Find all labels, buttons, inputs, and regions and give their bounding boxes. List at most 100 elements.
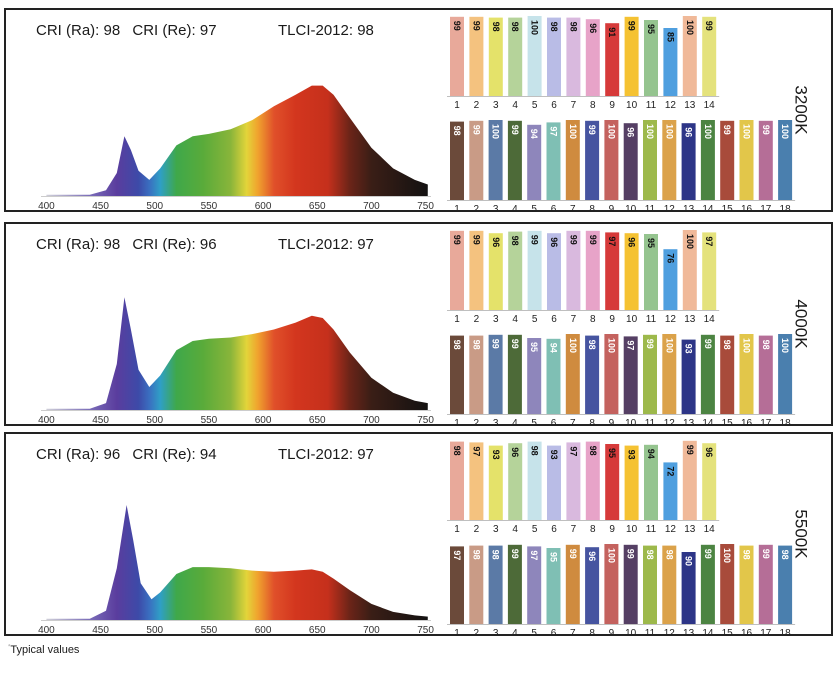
bar-15 <box>720 335 735 414</box>
bar-value-label: 100 <box>606 338 616 353</box>
te-bars: 99 1 99 2 96 3 98 4 99 5 96 6 99 7 99 8 97 9 96 10 95 11 76 12 1… <box>447 230 720 325</box>
bar-10 <box>624 233 639 310</box>
bar-category-label: 5 <box>531 628 537 638</box>
bar-5 <box>527 441 542 520</box>
bar-value-label: 100 <box>491 124 501 139</box>
bar-1 <box>450 335 464 414</box>
bar-value-label: 98 <box>722 340 732 350</box>
bar-1 <box>450 121 464 200</box>
x-tick-label: 450 <box>92 201 109 210</box>
bar-value-label: 100 <box>780 124 790 139</box>
bar-10 <box>623 544 638 624</box>
bar-value-label: 97 <box>568 446 578 456</box>
bar-value-label: 99 <box>761 125 771 135</box>
bar-category-label: 11 <box>645 418 656 428</box>
bar-9 <box>604 544 619 624</box>
bar-value-label: 93 <box>549 450 559 460</box>
bar-2 <box>469 16 484 96</box>
bar-value-label: 96 <box>627 237 637 247</box>
bar-value-label: 100 <box>780 338 790 353</box>
bar-value-label: 97 <box>471 446 481 456</box>
bar-11 <box>643 120 657 200</box>
bar-6 <box>547 17 561 97</box>
bar-value-label: 99 <box>568 549 578 559</box>
bar-value-label: 100 <box>664 338 674 353</box>
bar-10 <box>623 123 638 200</box>
bar-13 <box>682 440 697 520</box>
bar-value-label: 91 <box>607 27 617 37</box>
bar-8 <box>585 19 600 97</box>
bar-category-label: 16 <box>741 628 753 638</box>
bar-14 <box>700 334 715 414</box>
bar-category-label: 15 <box>722 204 734 214</box>
bar-category-label: 9 <box>609 100 615 111</box>
bar-17 <box>758 120 773 200</box>
bar-value-label: 98 <box>510 236 520 246</box>
bar-value-label: 99 <box>510 339 520 349</box>
bar-value-label: 96 <box>587 551 597 561</box>
bar-category-label: 18 <box>780 204 792 214</box>
bar-category-label: 12 <box>665 314 677 325</box>
bar-value-label: 95 <box>607 448 617 458</box>
bar-category-label: 5 <box>532 524 538 535</box>
bar-12 <box>663 28 678 96</box>
x-tick-label: 650 <box>309 201 326 210</box>
bar-category-label: 12 <box>664 418 676 428</box>
bar-category-label: 3 <box>493 100 499 111</box>
bar-14 <box>700 120 715 200</box>
spectrum-area <box>46 297 428 410</box>
bar-4 <box>508 231 523 310</box>
bar-value-label: 98 <box>471 550 481 560</box>
x-tick-label: 550 <box>201 415 218 424</box>
tlci-label: TLCI-2012: 97 <box>278 446 374 463</box>
bar-value-label: 96 <box>549 237 559 247</box>
bar-category-label: 13 <box>684 314 696 325</box>
bar-value-label: 94 <box>529 129 539 139</box>
bar-category-label: 10 <box>626 100 638 111</box>
bar-category-label: 8 <box>590 314 596 325</box>
bar-category-label: 8 <box>590 100 596 111</box>
cri-metrics: CRI (Ra): 98 CRI (Re): 96 <box>36 236 225 253</box>
bar-10 <box>624 16 639 96</box>
bar-category-label: 17 <box>760 418 772 428</box>
bar-value-label: 99 <box>471 21 481 31</box>
bar-9 <box>605 232 620 310</box>
bar-3 <box>488 233 503 310</box>
footnote-text: Typical values <box>10 644 80 656</box>
spectrum-chart: 400 450 500 550 600 650 700 750 <box>38 297 434 424</box>
bar-13 <box>682 16 697 96</box>
bar-17 <box>758 544 773 624</box>
x-tick-label: 450 <box>92 625 109 634</box>
bar-15 <box>720 544 735 624</box>
bar-value-label: 98 <box>664 550 674 560</box>
cri-metrics: CRI (Ra): 98 CRI (Re): 97 <box>36 22 225 39</box>
x-tick-label: 700 <box>363 625 380 634</box>
cct-panel-3200k: CRI (Ra): 98 CRI (Re): 97 TLCI-2012: 98 … <box>4 8 833 214</box>
bar-category-label: 8 <box>590 524 596 535</box>
bar-5 <box>527 124 542 200</box>
bar-3 <box>488 120 503 200</box>
bar-16 <box>739 545 754 624</box>
x-tick-label: 500 <box>146 201 163 210</box>
bar-3 <box>488 334 503 414</box>
bar-category-label: 14 <box>704 524 716 535</box>
bar-5 <box>527 230 542 310</box>
bar-value-label: 93 <box>684 344 694 354</box>
bar-8 <box>585 120 600 200</box>
bar-7 <box>565 120 580 200</box>
x-tick-label: 550 <box>201 625 218 634</box>
cri-metrics: CRI (Ra): 96 CRI (Re): 94 <box>36 446 225 463</box>
bar-value-label: 99 <box>761 549 771 559</box>
bar-2 <box>469 442 484 520</box>
bar-category-label: 11 <box>646 100 657 111</box>
bar-category-label: 10 <box>626 314 638 325</box>
bar-value-label: 98 <box>761 340 771 350</box>
bar-5 <box>527 546 542 624</box>
bar-value-label: 97 <box>529 550 539 560</box>
cri-re-label: CRI (Re): 96 <box>132 236 217 253</box>
bar-14 <box>702 16 717 96</box>
bar-value-label: 98 <box>587 340 597 350</box>
bar-category-label: 14 <box>702 418 714 428</box>
bar-category-label: 8 <box>589 204 595 214</box>
bar-value-label: 99 <box>627 21 637 31</box>
